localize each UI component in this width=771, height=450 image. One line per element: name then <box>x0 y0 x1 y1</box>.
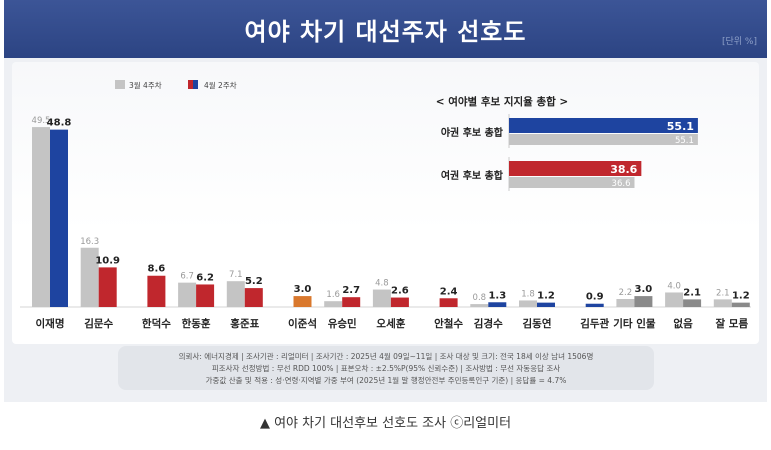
label-curr-3: 8.6 <box>148 264 166 275</box>
inset-bar-curr-2 <box>509 161 642 176</box>
unit-label: [단위 %] <box>722 37 757 47</box>
category-label-3: 한덕수 <box>142 317 171 330</box>
label-curr-1: 48.8 <box>47 118 72 129</box>
label-prev-13: 2.2 <box>619 288 633 298</box>
bar-prev-13 <box>616 299 635 307</box>
inset-bar-prev-1 <box>509 134 698 145</box>
bar-curr-4 <box>196 284 215 307</box>
bar-prev-14 <box>665 292 684 307</box>
inset-label-prev-2: 36.6 <box>612 179 631 189</box>
bar-prev-2 <box>80 247 99 307</box>
category-label-13: 기타 인물 <box>613 317 656 330</box>
bar-curr-11 <box>537 302 555 307</box>
inset-label-prev-1: 55.1 <box>675 136 694 146</box>
label-prev-7: 1.6 <box>326 290 340 300</box>
label-prev-1: 49.5 <box>32 116 51 126</box>
category-label-9: 안철수 <box>434 317 463 330</box>
category-label-1: 이재명 <box>36 317 65 330</box>
label-prev-10: 0.8 <box>473 293 487 303</box>
bar-prev-8 <box>372 289 391 307</box>
category-label-2: 김문수 <box>84 318 113 330</box>
legend-curr-swatch-red <box>188 80 193 89</box>
bar-prev-11 <box>519 300 537 307</box>
inset-row-label-2: 여권 후보 총합 <box>441 169 504 182</box>
bar-prev-10 <box>470 304 489 307</box>
bar-curr-5 <box>244 288 263 307</box>
bar-prev-4 <box>178 282 197 307</box>
label-curr-8: 2.6 <box>391 286 409 297</box>
label-prev-2: 16.3 <box>80 237 99 247</box>
inset-bar-prev-2 <box>509 177 635 188</box>
category-label-15: 잘 모름 <box>715 318 748 330</box>
label-curr-14: 2.1 <box>683 287 701 298</box>
bar-curr-7 <box>342 297 361 307</box>
legend: 3월 4주차 4월 2주차 <box>115 80 237 90</box>
image-caption: ▲ 여야 차기 대선후보 선호도 조사 ⓒ리얼미터 <box>259 416 512 431</box>
category-label-11: 김동연 <box>523 317 552 330</box>
category-label-8: 오세훈 <box>376 317 405 330</box>
label-curr-2: 10.9 <box>95 255 120 266</box>
label-curr-5: 5.2 <box>245 276 263 287</box>
chart-panel: 3월 4주차 4월 2주차 49.5 48.8 이재명 16.3 10.9 김문수 8.6 한… <box>12 62 759 344</box>
legend-curr-label: 4월 2주차 <box>204 80 237 90</box>
label-curr-4: 6.2 <box>196 272 214 283</box>
inset-bar-curr-1 <box>509 118 698 133</box>
inset-title: < 여야별 후보 지지율 총합 > <box>436 95 568 108</box>
bar-curr-1 <box>50 129 68 307</box>
bar-curr-9 <box>439 298 458 307</box>
legend-prev-swatch <box>115 80 125 89</box>
category-label-7: 유승민 <box>328 317 357 330</box>
label-curr-9: 2.4 <box>440 286 458 297</box>
category-label-4: 한동훈 <box>182 317 211 330</box>
bar-curr-14 <box>683 299 702 307</box>
label-prev-15: 2.1 <box>716 288 730 298</box>
label-curr-15: 1.2 <box>732 291 750 302</box>
label-prev-5: 7.1 <box>229 270 243 280</box>
bar-curr-13 <box>634 296 653 307</box>
category-label-14: 없음 <box>673 317 693 330</box>
bar-curr-3 <box>147 275 166 307</box>
bar-prev-1 <box>32 127 50 307</box>
bar-prev-5 <box>226 281 245 307</box>
bar-curr-8 <box>390 297 409 307</box>
chart-svg: 3월 4주차 4월 2주차 49.548.8 이재명 16.3 10.9 김문수 8.6 한… <box>20 80 751 330</box>
category-label-6: 이준석 <box>288 317 317 330</box>
inset-label-curr-1: 55.1 <box>667 120 694 133</box>
label-curr-12: 0.9 <box>586 292 604 303</box>
bar-prev-15 <box>713 299 732 307</box>
bar-group: 49.548.8 이재명 16.3 10.9 김문수 8.6 한덕수 6.7 6.2 한동훈 7.1… <box>20 116 751 330</box>
label-curr-6: 3.0 <box>294 284 312 295</box>
bar-curr-6 <box>293 296 312 307</box>
inset-label-curr-2: 38.6 <box>610 163 637 176</box>
category-label-5: 홍준표 <box>230 317 259 330</box>
label-prev-14: 4.0 <box>667 281 681 291</box>
legend-curr-swatch-blue <box>193 80 198 89</box>
label-curr-11: 1.2 <box>537 291 555 302</box>
footnote-line-2: 피조사자 선정방법 : 무선 RDD 100% | 표본오차 : ±2.5%P(… <box>211 364 561 373</box>
label-curr-10: 1.3 <box>488 290 506 301</box>
footnote-line-3: 가중값 산출 및 적용 : 성·연령·지역별 가중 부여 (2025년 1월 말… <box>205 376 567 385</box>
label-prev-8: 4.8 <box>375 279 389 289</box>
inset-chart: < 여야별 후보 지지율 총합 > 야권 후보 총합 55.1 55.1 여권 후보 … <box>436 95 698 191</box>
bar-prev-7 <box>324 301 343 307</box>
bar-curr-10 <box>488 302 507 307</box>
title-bar: 여야 차기 대선주자 선호도 <box>4 0 767 58</box>
label-prev-11: 1.8 <box>521 289 535 299</box>
bar-curr-2 <box>98 267 117 307</box>
footnote-box: 의뢰사: 에너지경제 | 조사기관 : 리얼미터 | 조사기간 : 2025년 … <box>118 346 654 390</box>
label-curr-13: 3.0 <box>635 284 653 295</box>
footnote-line-1: 의뢰사: 에너지경제 | 조사기관 : 리얼미터 | 조사기간 : 2025년 … <box>178 352 594 361</box>
label-curr-7: 2.7 <box>342 285 360 296</box>
bar-curr-15 <box>731 302 750 307</box>
legend-prev-label: 3월 4주차 <box>129 80 162 90</box>
chart-title: 여야 차기 대선주자 선호도 <box>244 17 527 46</box>
category-label-10: 김경수 <box>474 317 503 330</box>
label-prev-4: 6.7 <box>180 272 194 282</box>
bar-curr-12 <box>585 303 604 307</box>
category-label-12: 김두관 <box>580 317 609 330</box>
inset-row-label-1: 야권 후보 총합 <box>441 126 504 139</box>
